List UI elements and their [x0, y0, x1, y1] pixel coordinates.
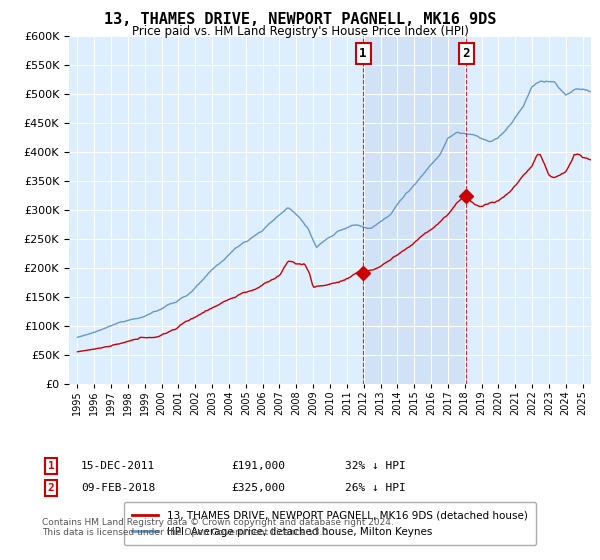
Bar	[363, 36, 466, 384]
Text: 15-DEC-2011: 15-DEC-2011	[81, 461, 155, 471]
Text: £325,000: £325,000	[231, 483, 285, 493]
Text: 32% ↓ HPI: 32% ↓ HPI	[345, 461, 406, 471]
Legend: 13, THAMES DRIVE, NEWPORT PAGNELL, MK16 9DS (detached house), HPI: Average price: 13, THAMES DRIVE, NEWPORT PAGNELL, MK16 …	[124, 502, 536, 545]
Text: 26% ↓ HPI: 26% ↓ HPI	[345, 483, 406, 493]
Text: 1: 1	[359, 47, 367, 60]
Text: £191,000: £191,000	[231, 461, 285, 471]
Text: 13, THAMES DRIVE, NEWPORT PAGNELL, MK16 9DS: 13, THAMES DRIVE, NEWPORT PAGNELL, MK16 …	[104, 12, 496, 27]
Text: Contains HM Land Registry data © Crown copyright and database right 2024.
This d: Contains HM Land Registry data © Crown c…	[42, 518, 394, 538]
Text: 1: 1	[47, 461, 55, 471]
Text: 2: 2	[47, 483, 55, 493]
Text: 09-FEB-2018: 09-FEB-2018	[81, 483, 155, 493]
Text: 2: 2	[463, 47, 470, 60]
Text: Price paid vs. HM Land Registry's House Price Index (HPI): Price paid vs. HM Land Registry's House …	[131, 25, 469, 38]
